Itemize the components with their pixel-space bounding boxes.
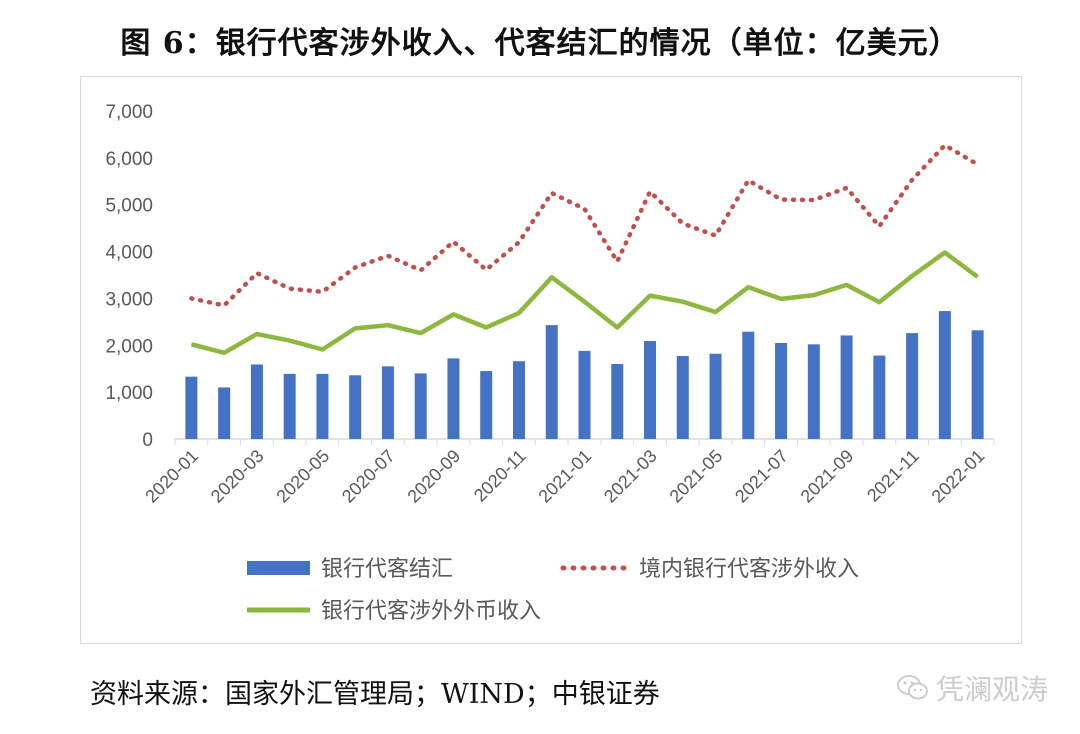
bar: [906, 333, 919, 439]
bar: [185, 376, 198, 439]
x-tick-label: 2020-05: [272, 446, 333, 507]
bar: [283, 373, 296, 439]
bar: [807, 344, 820, 439]
bar-series: [185, 311, 984, 439]
bar: [644, 341, 657, 439]
chart-frame: 0 1,000 2,000 3,000 4,000 5,000 6,000 7,000 2020…: [80, 76, 1022, 644]
y-tick-label: 1,000: [105, 383, 153, 404]
y-tick-label: 5,000: [105, 196, 153, 217]
bar: [676, 356, 689, 439]
x-tick-label: 2021-03: [600, 446, 661, 507]
bar: [938, 311, 951, 439]
bar: [545, 325, 558, 439]
y-tick-label: 2,000: [105, 336, 153, 357]
legend-label-bar: 银行代客结汇: [321, 557, 453, 582]
series-line-foreign-currency-income: [190, 250, 979, 356]
bar: [971, 330, 984, 439]
chart-svg: 0 1,000 2,000 3,000 4,000 5,000 6,000 7,000 2020…: [105, 102, 995, 624]
y-tick-label: 4,000: [105, 243, 153, 264]
bar: [512, 361, 525, 439]
line-series: [189, 142, 980, 356]
bar: [414, 373, 427, 439]
bar: [840, 335, 853, 439]
x-tick-label: 2020-03: [207, 446, 268, 507]
bar: [709, 353, 722, 439]
series-line-total-income: [189, 142, 980, 308]
bar: [742, 331, 755, 439]
y-tick-label: 0: [142, 430, 153, 451]
bar: [775, 342, 788, 439]
y-tick-label: 3,000: [105, 289, 153, 310]
x-tick-label: 2021-05: [666, 446, 727, 507]
x-tick-label: 2021-11: [863, 446, 923, 506]
chart-title: 图 6：银行代客涉外收入、代客结汇的情况（单位：亿美元）: [120, 26, 960, 61]
x-tick-label: 2020-07: [338, 446, 399, 507]
legend-label-green: 银行代客涉外外币收入: [321, 599, 541, 624]
y-tick-label: 7,000: [105, 102, 153, 123]
bar: [447, 358, 460, 439]
bar: [611, 364, 624, 439]
bar: [578, 350, 591, 439]
watermark: 凭澜观涛: [896, 668, 1048, 708]
bar: [250, 364, 263, 439]
x-tick-label: 2020-09: [403, 446, 464, 507]
wechat-icon: [896, 675, 928, 700]
x-tick-label: 2021-09: [797, 446, 858, 507]
bar: [316, 373, 329, 439]
x-tick-label: 2020-11: [470, 446, 530, 506]
bar: [480, 371, 493, 439]
axes: 0 1,000 2,000 3,000 4,000 5,000 6,000 7,000 2020…: [105, 102, 995, 507]
bar: [381, 366, 394, 439]
x-tick-label: 2021-01: [534, 446, 595, 507]
source-note: 资料来源：国家外汇管理局；WIND；中银证券: [90, 679, 660, 710]
x-tick-label: 2021-07: [731, 446, 792, 507]
bar: [349, 375, 362, 439]
legend-swatch-bar: [247, 561, 310, 575]
bar: [218, 387, 231, 439]
bar: [873, 355, 886, 439]
x-tick-label: 2020-01: [141, 446, 202, 507]
watermark-text: 凭澜观涛: [935, 673, 1048, 706]
legend-label-dotted: 境内银行代客涉外收入: [639, 557, 859, 582]
x-tick-label: 2022-01: [928, 446, 989, 507]
y-tick-label: 6,000: [105, 149, 153, 170]
